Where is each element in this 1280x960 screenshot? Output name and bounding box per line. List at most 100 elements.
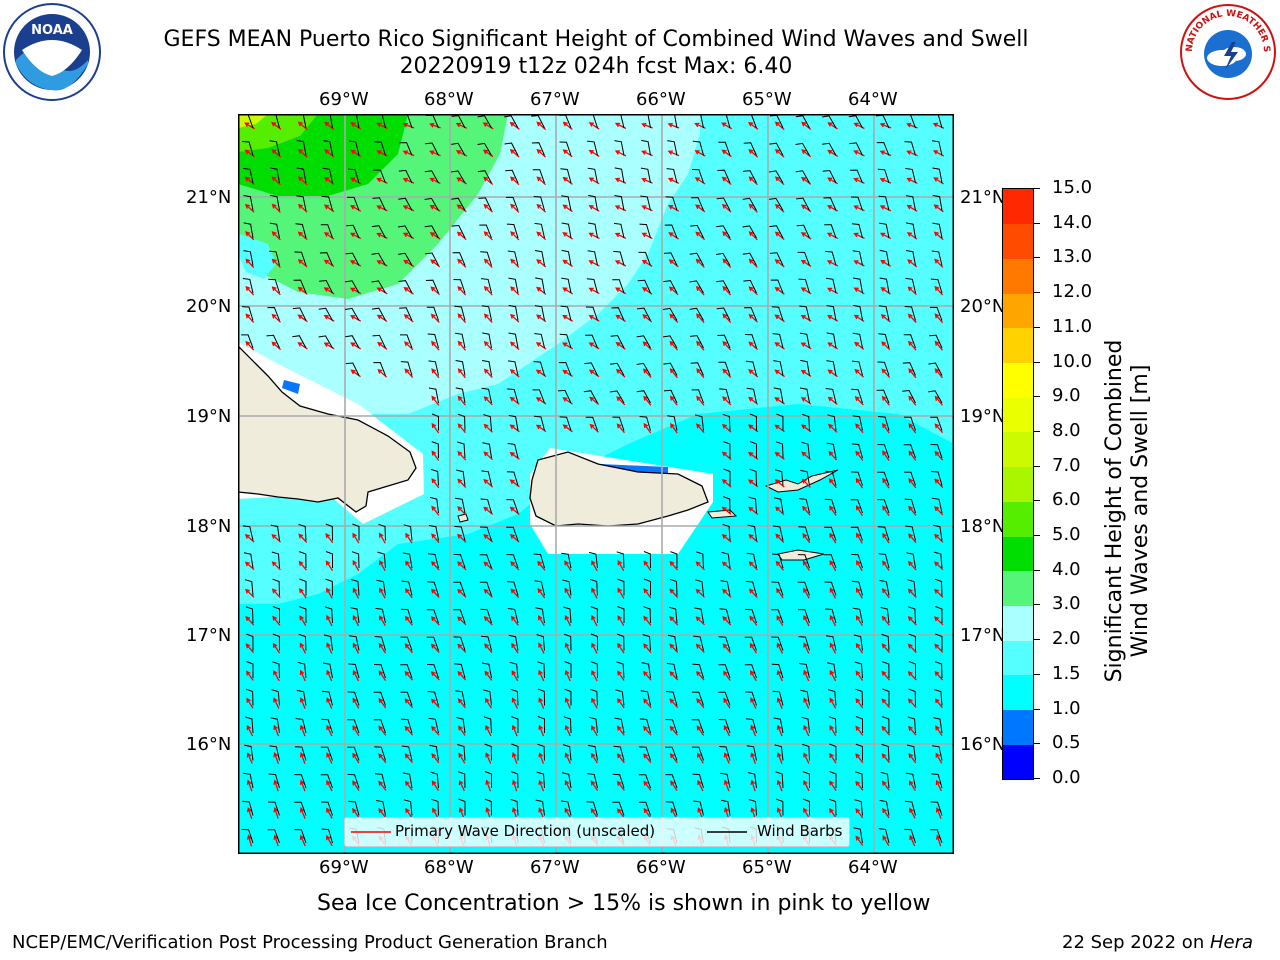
wave-direction-arrow — [509, 451, 520, 460]
wind-barb — [614, 717, 625, 734]
wind-barb — [931, 471, 943, 486]
wave-direction-arrow — [246, 670, 254, 681]
wind-barb — [451, 142, 466, 156]
wave-direction-arrow — [723, 752, 730, 764]
wave-direction-arrow — [564, 697, 571, 709]
wave-direction-arrow — [405, 807, 413, 819]
credit-branch: NCEP/EMC/Verification Post Processing Pr… — [12, 932, 608, 953]
wind-barb — [849, 142, 863, 156]
wave-direction-arrow — [588, 369, 600, 378]
wave-direction-arrow — [430, 671, 440, 681]
wind-barb — [479, 581, 492, 596]
wave-direction-arrow — [484, 697, 492, 709]
wind-barb — [852, 607, 863, 624]
wave-direction-arrow — [431, 560, 440, 571]
wave-direction-arrow — [616, 396, 626, 406]
wind-barb — [267, 306, 280, 321]
wind-barb — [769, 142, 784, 156]
wind-barb — [429, 496, 439, 514]
wave-direction-arrow — [854, 368, 865, 378]
wind-barb — [373, 361, 386, 376]
lon-tick-label: 64°W — [848, 89, 898, 110]
wave-direction-arrow — [326, 724, 333, 737]
wind-barb — [588, 194, 598, 211]
wind-barb — [826, 332, 837, 349]
wind-barb — [878, 333, 890, 349]
wind-barb — [588, 744, 598, 761]
wind-barb — [775, 771, 784, 789]
wind-barb — [930, 306, 943, 321]
wind-barb — [930, 444, 943, 459]
wind-barb — [797, 609, 810, 624]
wave-direction-arrow — [271, 588, 281, 599]
wave-direction-arrow — [934, 395, 944, 406]
wave-direction-arrow — [855, 807, 864, 819]
wind-barb — [742, 197, 757, 211]
wave-direction-arrow — [854, 396, 864, 406]
wind-barb — [537, 688, 545, 706]
wave-direction-arrow — [591, 587, 598, 599]
wave-direction-arrow — [934, 478, 944, 488]
wind-barb — [401, 580, 413, 596]
wind-barb — [483, 414, 492, 431]
land-puerto-rico — [529, 451, 709, 527]
wave-direction-arrow — [483, 231, 493, 241]
wind-barb — [292, 335, 307, 349]
wave-direction-arrow — [538, 779, 545, 792]
wave-direction-arrow — [326, 697, 333, 709]
wave-direction-arrow — [457, 286, 467, 296]
wind-barb — [695, 579, 704, 596]
wave-direction-arrow — [906, 232, 918, 240]
wind-barb — [272, 661, 280, 679]
wave-direction-arrow — [721, 533, 732, 543]
wave-direction-arrow — [855, 698, 864, 709]
wind-barb — [350, 607, 360, 624]
wave-direction-arrow — [669, 560, 679, 571]
wind-barb — [564, 661, 572, 678]
wind-barb — [799, 498, 810, 514]
wind-barb — [561, 772, 572, 789]
colorbar-tick-label: 0.0 — [1052, 767, 1081, 788]
colorbar-tick-label: 12.0 — [1052, 281, 1093, 303]
wave-direction-arrow — [591, 697, 598, 709]
wave-direction-arrow — [828, 450, 838, 461]
wave-direction-arrow — [879, 177, 892, 184]
wind-barb — [400, 334, 413, 349]
wave-direction-arrow — [909, 807, 916, 819]
wind-barb — [666, 691, 678, 706]
wave-direction-arrow — [297, 231, 308, 241]
wind-barb — [558, 361, 572, 376]
wave-direction-arrow — [855, 835, 864, 846]
wave-direction-arrow — [934, 423, 944, 434]
wind-barb — [484, 743, 492, 761]
wind-barb — [612, 773, 625, 789]
wind-barb — [799, 332, 810, 349]
wave-direction-arrow — [829, 532, 837, 544]
wind-barb — [269, 140, 280, 156]
wind-barb — [749, 413, 757, 431]
wave-direction-arrow — [750, 752, 757, 764]
wind-barb — [270, 194, 280, 211]
wave-direction-arrow — [828, 423, 838, 433]
lon-tick-label: 67°W — [530, 857, 580, 878]
wind-barb — [374, 636, 386, 651]
wind-barb — [297, 661, 307, 679]
wave-direction-arrow — [776, 724, 783, 737]
wave-direction-arrow — [774, 451, 785, 460]
wave-direction-arrow — [482, 149, 494, 158]
wind-barb — [537, 716, 545, 733]
wave-direction-arrow — [562, 259, 573, 268]
wind-barb — [906, 744, 916, 761]
wind-barb — [748, 496, 757, 514]
wind-barb — [855, 716, 863, 733]
wave-direction-arrow — [245, 258, 255, 268]
wind-barb — [720, 580, 731, 596]
wind-barb — [371, 252, 386, 266]
wind-barb — [798, 526, 810, 541]
wind-barb — [453, 609, 466, 624]
wave-direction-arrow — [643, 643, 652, 654]
wave-direction-arrow — [853, 341, 865, 350]
wind-barb — [244, 579, 254, 596]
wind-barb — [667, 140, 678, 156]
wind-barb — [319, 252, 333, 266]
